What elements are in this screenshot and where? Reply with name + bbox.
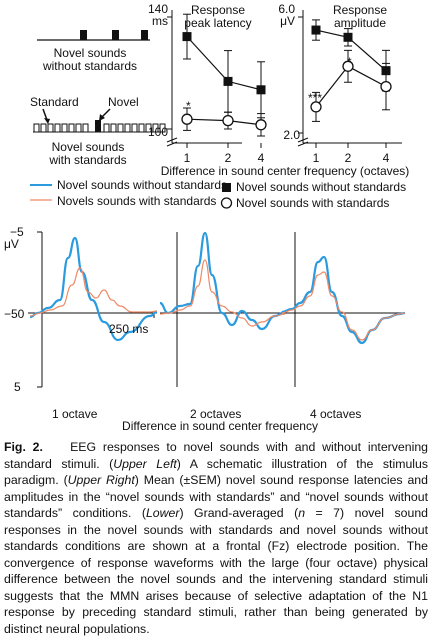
standard-tone: [110, 123, 117, 133]
latency-star: *: [186, 99, 191, 113]
standard-tone: [61, 123, 68, 133]
legend-marker-without: Novel sounds without standards: [236, 180, 407, 194]
erp-panel-3-label: 4 octaves: [310, 407, 362, 421]
standard-tone: [131, 123, 138, 133]
standard-tone: [145, 123, 152, 133]
figure-caption: Fig. 2. EEG responses to novel sounds wi…: [4, 439, 428, 637]
latency-chart: [166, 10, 267, 148]
standard-tones: [33, 123, 166, 133]
latency-tick-4: 4: [257, 151, 265, 165]
caption-text-3: ) Mean (±SEM) novel sound response laten…: [4, 473, 428, 520]
amplitude-tick-1: 1: [312, 151, 320, 165]
latency-y-min: 100: [147, 125, 168, 139]
latency-point-with: [222, 114, 234, 127]
latency-tick-2: 2: [224, 151, 232, 165]
standard-tone: [103, 123, 110, 133]
latency-point-with: [181, 113, 193, 125]
amplitude-point-without: [311, 25, 321, 35]
standard-tone: [40, 123, 47, 133]
standard-tone: [75, 123, 82, 133]
standard-label: Standard: [30, 95, 79, 109]
erp-xlabel: Difference in sound center frequency: [122, 419, 318, 433]
latency-y-max: 140: [147, 2, 168, 16]
standard-tone: [33, 123, 40, 133]
standard-tone: [138, 123, 145, 133]
amplitude-title: Response amplitude: [332, 3, 388, 30]
caption-text-1: EEG responses to novel sounds with and w…: [4, 440, 428, 471]
erp-1oct-with: [29, 267, 158, 317]
caption-upper-right: Upper Right: [67, 473, 135, 487]
erp-waveforms: [28, 231, 406, 388]
erp-panel-2-label: 2 octaves: [190, 407, 242, 421]
shared-xlabel: Difference in sound center frequency (oc…: [160, 164, 410, 178]
caption-upper-left: Upper Left: [113, 456, 177, 471]
amplitude-star-2: *: [347, 55, 352, 69]
novel-tone: [95, 120, 101, 132]
latency-point-without: [256, 85, 266, 95]
amplitude-star-1: ***: [308, 91, 323, 105]
amplitude-y-max: 6.0: [278, 2, 295, 16]
standard-tone: [47, 123, 54, 133]
latency-point-with: [255, 119, 267, 131]
paradigm-schematic: [33, 30, 166, 133]
erp-2oct-with: [159, 259, 286, 327]
legend-marker-with: Novel sounds with standards: [236, 196, 390, 210]
amplitude-tick-2: 2: [344, 151, 352, 165]
latency-point-without: [182, 32, 192, 42]
caption-lower: Lower: [145, 506, 180, 520]
caption-n: n: [298, 506, 306, 520]
amplitude-unit: μV: [280, 14, 295, 28]
novel-label: Novel: [108, 95, 139, 109]
amplitude-point-with: [342, 60, 354, 72]
standard-tone: [68, 123, 75, 133]
legend-line-without: Novel sounds without standards: [57, 178, 228, 192]
latency-point-without: [223, 76, 233, 86]
standard-tone: [82, 123, 89, 133]
paradigm-bottom-label: Novel sounds with standards: [49, 140, 127, 167]
standard-tone: [54, 123, 61, 133]
erp-unit: μV: [4, 237, 19, 251]
amplitude-point-with: [380, 80, 392, 93]
erp-y-top: −5: [10, 225, 24, 239]
erp-y-bottom: 5: [14, 380, 21, 394]
standard-tone: [152, 123, 159, 133]
erp-panel-1-label: 1 octave: [52, 407, 98, 421]
legend-swatches: [30, 183, 233, 209]
amplitude-point-with: [310, 101, 322, 113]
amplitude-chart: [297, 10, 402, 148]
erp-4oct-without: [281, 255, 406, 345]
amplitude-y-min: 2.0: [283, 128, 300, 142]
erp-2oct-without: [159, 231, 286, 331]
standard-tone: [124, 123, 131, 133]
caption-text-5: = 7) novel sound responses in the novel …: [4, 506, 428, 636]
legend-line-with: Novels sounds with standards: [57, 194, 217, 208]
latency-tick-1: 1: [183, 151, 191, 165]
standard-tone: [117, 123, 124, 133]
latency-unit: ms: [152, 14, 168, 28]
amplitude-point-without: [343, 32, 353, 42]
caption-fig-label: Fig. 2.: [4, 440, 43, 454]
paradigm-top-label: Novel sounds without standards: [42, 46, 138, 73]
erp-x-right: 250 ms: [109, 322, 149, 336]
erp-x-left: −50: [4, 307, 25, 321]
caption-text-2: ) A schematic illustration of the stimul…: [4, 456, 428, 488]
amplitude-tick-4: 4: [382, 151, 390, 165]
standard-tone: [159, 123, 166, 133]
erp-4oct-with: [281, 271, 406, 341]
caption-text-4: ) Grand-averaged (: [179, 506, 299, 520]
latency-title: Response peak latency: [184, 3, 252, 30]
